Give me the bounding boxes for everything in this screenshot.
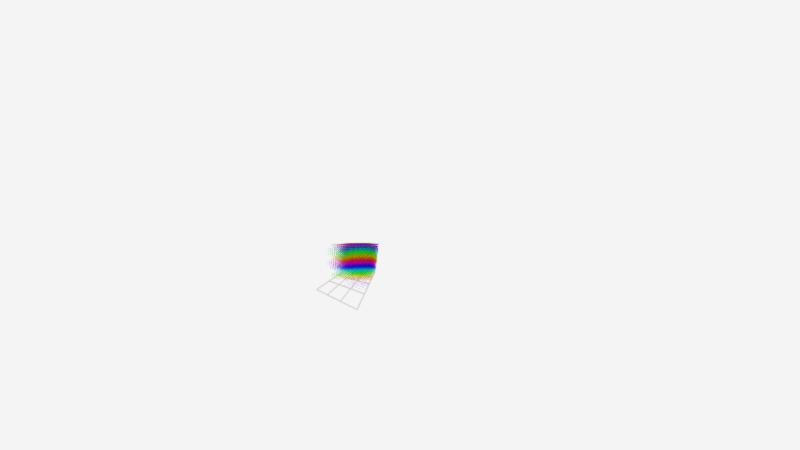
- voxel-plot-canvas[interactable]: [0, 0, 800, 450]
- figure-root: [0, 0, 800, 450]
